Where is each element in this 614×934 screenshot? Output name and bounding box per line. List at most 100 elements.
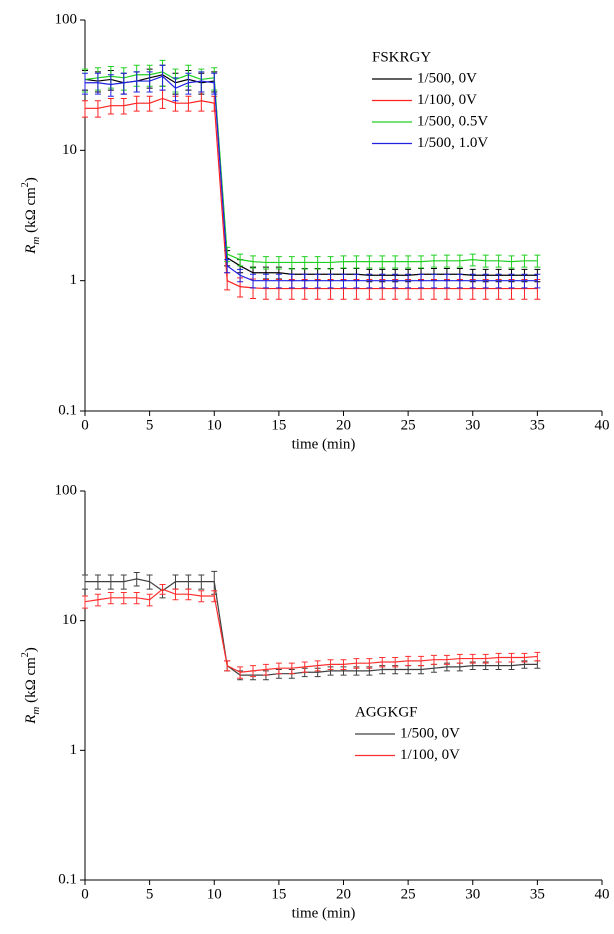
error-bar xyxy=(353,255,360,269)
error-bar xyxy=(262,256,269,270)
y-axis-label-part: (kΩ cm xyxy=(23,657,39,707)
error-bar xyxy=(82,595,88,609)
error-bar xyxy=(159,64,166,91)
y-tick-label: 0.1 xyxy=(58,402,77,418)
error-bar xyxy=(120,574,127,590)
error-bar xyxy=(224,259,231,274)
error-bar xyxy=(237,666,244,679)
error-bar xyxy=(314,256,321,270)
error-bar xyxy=(237,253,244,267)
error-bar xyxy=(262,663,269,676)
error-bar xyxy=(521,254,528,268)
x-tick-label: 35 xyxy=(530,417,545,433)
legend-title: AGGKGF xyxy=(355,704,418,720)
series-line xyxy=(85,578,538,676)
error-bar xyxy=(366,273,373,289)
error-bar xyxy=(418,255,425,269)
error-bar xyxy=(250,665,257,678)
error-bar xyxy=(301,273,308,289)
error-bar xyxy=(198,590,205,603)
error-bar xyxy=(379,255,386,269)
legend-label: 1/100, 0V xyxy=(400,747,460,763)
y-axis-label-part: m xyxy=(30,707,42,715)
error-bar xyxy=(133,71,140,93)
error-bar xyxy=(521,652,528,663)
error-bar xyxy=(405,273,412,289)
error-bar xyxy=(353,273,360,289)
legend-label: 1/500, 0V xyxy=(400,725,460,741)
error-bar xyxy=(94,72,101,95)
error-bar xyxy=(443,654,450,665)
error-bar xyxy=(107,74,114,97)
legend-label: 1/500, 1.0V xyxy=(417,135,488,151)
error-bar xyxy=(94,574,101,590)
legend-label: 1/500, 0V xyxy=(417,70,477,86)
error-bar xyxy=(146,71,153,93)
error-bar xyxy=(508,255,515,269)
error-bar xyxy=(456,273,463,289)
error-bar xyxy=(482,273,489,289)
error-bar xyxy=(405,655,412,667)
error-bar xyxy=(172,588,179,601)
y-axis-label-part: R xyxy=(23,715,39,725)
y-axis-label-part: 2 xyxy=(20,652,31,657)
x-tick-label: 0 xyxy=(81,886,89,902)
error-bar xyxy=(521,273,528,289)
x-axis-label: time (min) xyxy=(292,436,356,452)
error-bar xyxy=(133,572,140,587)
error-bar xyxy=(107,591,114,605)
error-bar xyxy=(120,591,127,605)
x-tick-label: 5 xyxy=(146,417,154,433)
error-bar xyxy=(508,273,515,289)
error-bar xyxy=(120,72,127,95)
error-bar xyxy=(146,95,153,112)
error-bar xyxy=(456,254,463,268)
x-tick-label: 15 xyxy=(271,417,286,433)
x-tick-label: 30 xyxy=(465,886,480,902)
y-axis-label: Rm (kΩ cm2) xyxy=(20,177,41,255)
error-bar xyxy=(469,273,476,289)
x-tick-label: 15 xyxy=(271,886,286,902)
error-bar xyxy=(392,273,399,289)
y-tick-label: 1 xyxy=(70,272,78,288)
error-bar xyxy=(262,273,269,289)
x-tick-label: 30 xyxy=(465,417,480,433)
y-tick-label: 100 xyxy=(55,482,78,498)
error-bar xyxy=(392,656,399,668)
error-bar xyxy=(366,658,373,669)
error-bar xyxy=(288,662,295,675)
error-bar xyxy=(250,273,257,289)
error-bar xyxy=(327,659,334,671)
error-bar xyxy=(185,72,192,95)
y-axis-label-part: ) xyxy=(23,177,39,182)
error-bar xyxy=(495,652,502,663)
series-line xyxy=(85,75,538,282)
x-tick-label: 40 xyxy=(595,886,610,902)
legend-label: 1/500, 0.5V xyxy=(417,113,488,129)
series-line xyxy=(85,97,538,290)
error-bar xyxy=(379,273,386,289)
error-bar xyxy=(275,662,282,675)
error-bar xyxy=(288,256,295,270)
error-bar xyxy=(94,593,101,607)
error-bar xyxy=(327,256,334,270)
y-axis-label-part: (kΩ cm xyxy=(23,187,39,237)
error-bar xyxy=(82,100,88,118)
error-bar xyxy=(430,654,437,665)
error-bar xyxy=(185,588,192,601)
error-bar xyxy=(146,593,153,607)
error-bar xyxy=(430,273,437,289)
y-tick-label: 10 xyxy=(62,612,77,628)
error-bar xyxy=(508,652,515,663)
error-bar xyxy=(469,653,476,664)
error-bar xyxy=(185,95,192,112)
error-bar xyxy=(314,273,321,289)
x-tick-label: 0 xyxy=(81,417,89,433)
y-tick-label: 0.1 xyxy=(58,871,77,887)
error-bar xyxy=(456,653,463,664)
legend-label: 1/100, 0V xyxy=(417,92,477,108)
error-bar xyxy=(379,656,386,668)
y-tick-label: 100 xyxy=(55,11,78,27)
y-axis-label-part: 2 xyxy=(20,182,31,187)
